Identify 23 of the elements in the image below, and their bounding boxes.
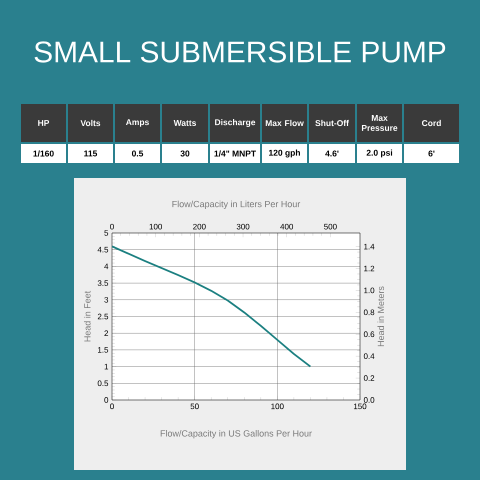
text: Watts: [174, 120, 196, 126]
text: Max Flow: [266, 120, 304, 126]
text: 115: [84, 150, 98, 156]
text: Volts: [80, 120, 100, 126]
text: Max Pressure: [362, 115, 398, 131]
text: Cord: [422, 120, 441, 126]
text: 120 gph: [269, 150, 300, 158]
text: 30: [180, 150, 190, 156]
text: 4.6': [325, 150, 338, 156]
text: 1/160: [33, 150, 54, 157]
text: 2.0 psi: [366, 150, 392, 158]
x2-axis-title: Flow/Capacity in Liters Per Hour: [172, 200, 300, 209]
y2-axis-title: Head in Meters: [377, 286, 384, 346]
text: 0.5: [132, 150, 144, 156]
text: Shut-Off: [315, 120, 349, 126]
chart-title: SMALL SUBMERSIBLE PUMP: [34, 41, 446, 63]
x-axis-title: Flow/Capacity in US Gallons Per Hour: [160, 430, 312, 438]
text: Discharge: [215, 119, 256, 127]
text: 6': [428, 150, 434, 156]
text: 1/4" MNPT: [214, 150, 256, 157]
y-axis-title: Head in Feet: [84, 290, 91, 342]
text: HP: [38, 120, 50, 126]
text: Amps: [126, 119, 149, 127]
